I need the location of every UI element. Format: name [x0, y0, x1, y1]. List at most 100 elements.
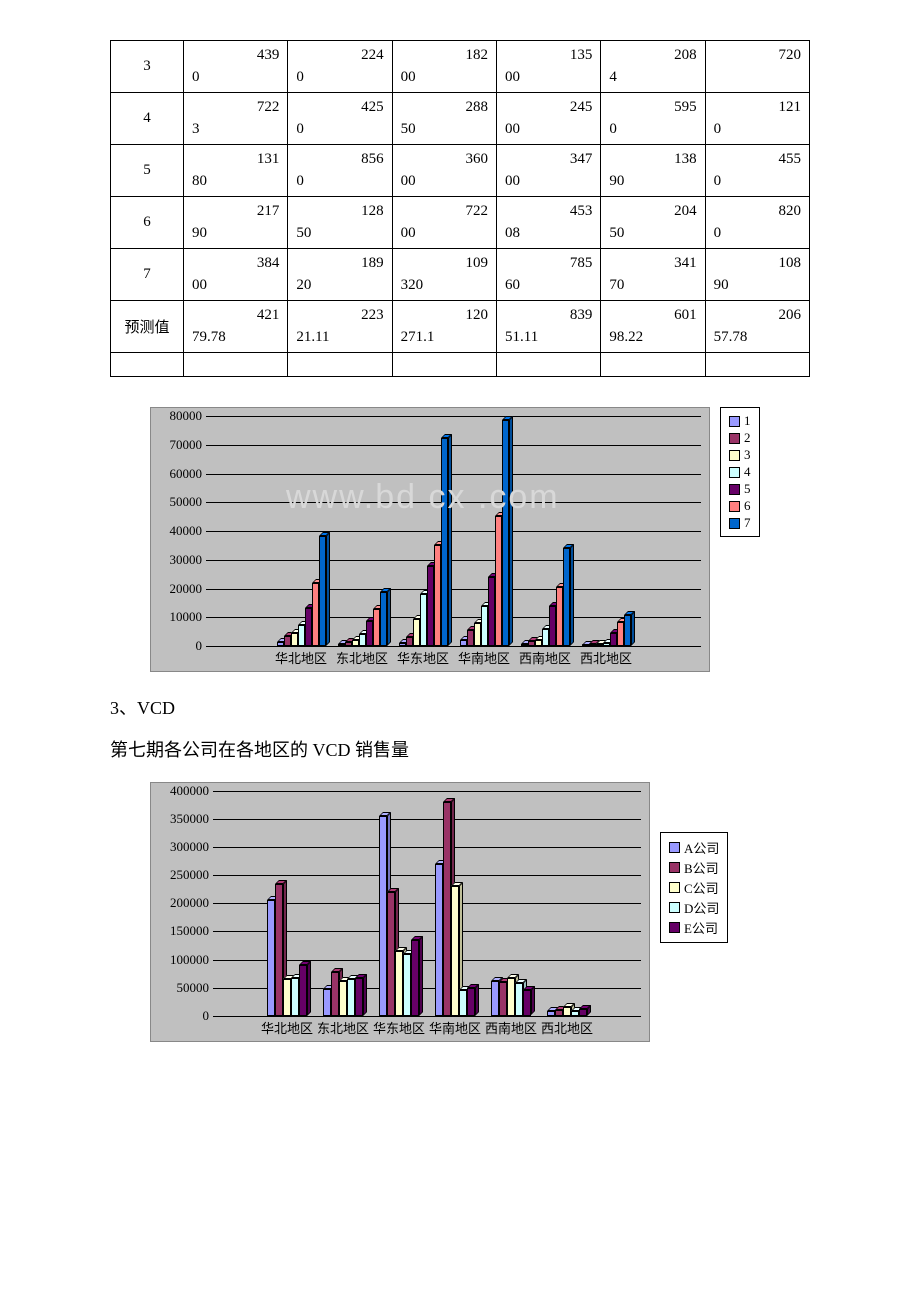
legend-swatch	[729, 467, 740, 478]
x-axis-label: 华东地区	[373, 1018, 425, 1037]
legend-label: 3	[744, 447, 751, 463]
x-axis-label: 华北地区	[261, 1018, 313, 1037]
table-cell: 4390	[184, 41, 288, 93]
x-axis-label: 西北地区	[580, 648, 632, 667]
bar	[451, 886, 459, 1015]
legend-item: E公司	[669, 918, 719, 937]
bar	[395, 951, 403, 1016]
bar	[406, 637, 413, 646]
bar	[345, 642, 352, 646]
bar	[467, 988, 475, 1016]
bar	[523, 990, 531, 1015]
chart2-legend: A公司B公司C公司D公司E公司	[660, 832, 728, 943]
bar	[474, 623, 481, 646]
y-axis-label: 350000	[170, 811, 209, 827]
bar	[331, 972, 339, 1016]
y-axis-label: 10000	[170, 609, 203, 625]
bar	[298, 625, 305, 646]
bar	[563, 548, 570, 646]
bar	[299, 965, 307, 1016]
table-cell: 8560	[288, 145, 392, 197]
legend-swatch	[669, 902, 680, 913]
bar	[347, 979, 355, 1016]
y-axis-label: 0	[196, 638, 203, 654]
legend-label: 4	[744, 464, 751, 480]
legend-label: E公司	[684, 918, 718, 937]
table-cell: 34170	[601, 249, 705, 301]
table-cell: 36000	[392, 145, 496, 197]
x-axis-label: 东北地区	[336, 648, 388, 667]
bar	[495, 516, 502, 646]
x-axis-label: 西北地区	[541, 1018, 593, 1037]
table-cell: 42179.78	[184, 301, 288, 353]
y-axis-label: 150000	[170, 923, 209, 939]
bar	[434, 545, 441, 646]
bar	[556, 587, 563, 646]
bar	[547, 1011, 555, 1016]
legend-label: A公司	[684, 838, 719, 857]
bar	[589, 644, 596, 646]
bar	[355, 978, 363, 1016]
legend-item: 7	[729, 515, 751, 531]
bar	[427, 566, 434, 647]
table-cell: 13180	[184, 145, 288, 197]
table-cell: 12850	[288, 197, 392, 249]
table-row-label: 4	[111, 93, 184, 145]
legend-swatch	[669, 862, 680, 873]
legend-item: 2	[729, 430, 751, 446]
section-number: 3、VCD	[110, 692, 810, 724]
y-axis-label: 400000	[170, 783, 209, 799]
bar	[610, 633, 617, 646]
bar	[563, 1007, 571, 1015]
y-axis-label: 20000	[170, 581, 203, 597]
bar	[528, 641, 535, 646]
y-axis-label: 70000	[170, 437, 203, 453]
bar	[352, 640, 359, 646]
bar	[380, 592, 387, 646]
bar	[379, 816, 387, 1016]
watermark: www.bd cx .com	[286, 478, 560, 517]
legend-swatch	[729, 501, 740, 512]
y-axis-label: 100000	[170, 952, 209, 968]
table-cell: 60198.22	[601, 301, 705, 353]
table-cell: 4250	[288, 93, 392, 145]
table-cell: 18920	[288, 249, 392, 301]
x-axis-label: 华南地区	[458, 648, 510, 667]
bar	[617, 622, 624, 646]
y-axis-label: 300000	[170, 839, 209, 855]
y-axis-label: 40000	[170, 523, 203, 539]
table-cell: 13890	[601, 145, 705, 197]
bar	[387, 892, 395, 1016]
table-cell: 2084	[601, 41, 705, 93]
table-cell: 10890	[705, 249, 809, 301]
table-cell: 7223	[184, 93, 288, 145]
table-cell: 2240	[288, 41, 392, 93]
table-row-label: 3	[111, 41, 184, 93]
legend-label: 5	[744, 481, 751, 497]
y-axis-label: 60000	[170, 466, 203, 482]
table-cell: 34700	[497, 145, 601, 197]
data-table: 3439022401820013500208472047223425028850…	[110, 40, 810, 377]
legend-swatch	[669, 882, 680, 893]
legend-item: 1	[729, 413, 751, 429]
chart1: 0100002000030000400005000060000700008000…	[150, 407, 710, 672]
bar	[481, 606, 488, 646]
bar	[443, 802, 451, 1016]
bar	[521, 644, 528, 646]
table-cell: 45308	[497, 197, 601, 249]
bar	[338, 644, 345, 646]
bar	[542, 629, 549, 646]
x-axis-label: 华东地区	[397, 648, 449, 667]
bar	[366, 621, 373, 646]
bar	[323, 989, 331, 1016]
chart2-container: 0500001000001500002000002500003000003500…	[150, 782, 810, 1042]
legend-item: C公司	[669, 878, 719, 897]
bar	[467, 630, 474, 646]
x-axis-label: 西南地区	[485, 1018, 537, 1037]
bar	[373, 609, 380, 646]
bar	[413, 619, 420, 646]
legend-item: 4	[729, 464, 751, 480]
y-axis-label: 250000	[170, 867, 209, 883]
legend-item: 5	[729, 481, 751, 497]
legend-label: C公司	[684, 878, 719, 897]
